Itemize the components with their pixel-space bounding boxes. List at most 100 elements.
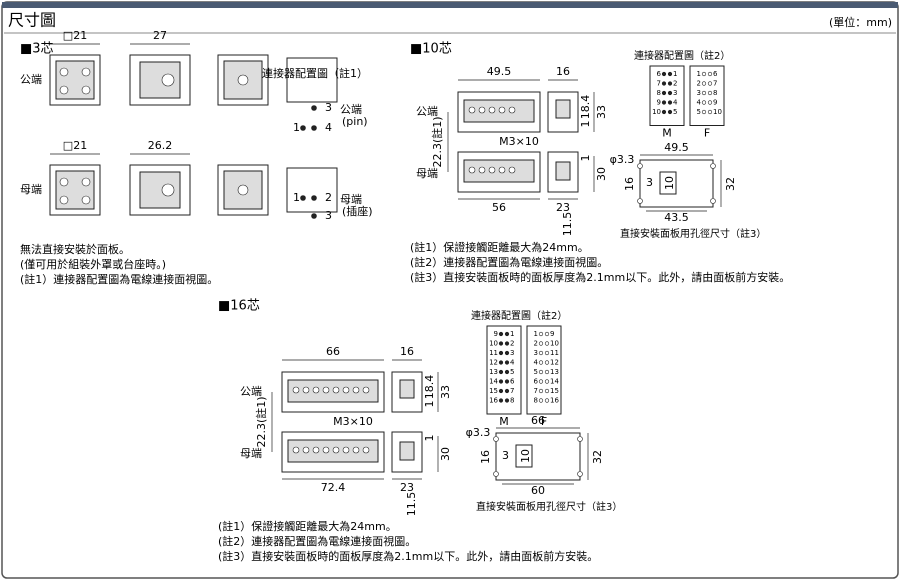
unit: (單位：mm) xyxy=(829,15,892,29)
pin xyxy=(342,386,350,394)
pin xyxy=(707,71,713,77)
shape xyxy=(555,99,571,119)
pin xyxy=(362,386,370,394)
pin-number: 9 xyxy=(550,330,554,338)
pin xyxy=(498,369,504,375)
pin-number: 16 xyxy=(489,397,498,405)
dimension: 26.2 xyxy=(148,139,173,152)
dimension: 10 xyxy=(663,176,676,190)
dimension: 43.5 xyxy=(664,211,689,224)
layout-f: F xyxy=(541,415,547,428)
dimension: 16 xyxy=(400,345,414,358)
pin xyxy=(707,81,713,86)
pin-number: 8 xyxy=(510,397,514,405)
dimension: 23 xyxy=(556,201,570,214)
pin xyxy=(498,331,504,337)
pin xyxy=(544,360,550,365)
pin xyxy=(710,198,716,204)
side-label: 公端 xyxy=(240,385,262,398)
pin-number: 3 xyxy=(534,349,538,357)
pin xyxy=(493,471,499,477)
pin-number: 10 xyxy=(652,108,661,116)
side-label: 母端 xyxy=(20,183,42,196)
dimension: 30 xyxy=(595,167,608,181)
dimension: 3 xyxy=(502,449,509,462)
dimension: 32 xyxy=(724,177,737,191)
pin xyxy=(504,360,510,365)
pin xyxy=(478,166,486,174)
note: 無法直接安裝於面板。 xyxy=(20,242,130,256)
dimension: 1 xyxy=(423,435,436,442)
layout-title: 連接器配置圖（註1） xyxy=(262,66,368,80)
pin-number: 6 xyxy=(657,70,662,78)
pin-number: 9 xyxy=(713,99,717,107)
dimension: 32 xyxy=(591,450,604,464)
dimension: 3 xyxy=(646,176,653,189)
pin xyxy=(161,183,175,197)
dimension: 16 xyxy=(479,450,492,464)
pin xyxy=(710,163,716,169)
pin xyxy=(59,85,69,95)
section-heading: ■16芯 xyxy=(218,299,260,314)
dimension: 16 xyxy=(623,177,636,191)
pin xyxy=(498,350,504,356)
pin xyxy=(661,100,667,105)
pin xyxy=(577,436,583,442)
pin xyxy=(544,331,550,337)
pin-number: 7 xyxy=(713,80,717,88)
pin xyxy=(504,331,510,337)
dimension: 56 xyxy=(492,201,506,214)
side-label: 公端 xyxy=(416,105,438,118)
pin-number: 11 xyxy=(550,349,559,357)
side-label: 母端 xyxy=(416,167,438,180)
pin-number: 5 xyxy=(697,108,701,116)
pin xyxy=(504,369,510,375)
pin xyxy=(661,81,667,86)
pin xyxy=(81,67,91,77)
dimension: 49.5 xyxy=(487,65,512,78)
pin-label: 公端 xyxy=(340,103,362,116)
pin-number: 14 xyxy=(489,378,498,386)
pin xyxy=(667,81,673,86)
panel-caption: 直接安裝面板用孔徑尺寸（註3） xyxy=(620,227,766,240)
pin xyxy=(342,446,350,454)
pin-number: 2 xyxy=(673,80,677,88)
dimension: 66 xyxy=(531,414,545,427)
dimension: 16 xyxy=(556,65,570,78)
dimension: 22.3(註1) xyxy=(255,396,268,447)
pin xyxy=(59,177,69,187)
dimension: 23 xyxy=(400,481,414,494)
dimension: 1 xyxy=(579,155,592,162)
dimension: □21 xyxy=(63,29,87,42)
pin-number: 7 xyxy=(534,387,538,395)
label: 4 xyxy=(325,121,332,134)
pin-number: 4 xyxy=(510,359,515,367)
pin xyxy=(707,90,713,96)
pin xyxy=(300,125,306,131)
pin xyxy=(707,109,713,115)
pin xyxy=(300,195,306,201)
pin-number: 9 xyxy=(657,99,661,107)
pin-number: 10 xyxy=(713,108,722,116)
note: (註1）連接器配置圖為電線連接面視圖。 xyxy=(20,272,218,286)
dimension: 22.3(註1) xyxy=(431,116,444,167)
pin xyxy=(311,105,317,111)
pin xyxy=(701,100,707,105)
note: (註3）直接安裝面板時的面板厚度為2.1mm以下。此外，請由面板前方安裝。 xyxy=(218,549,598,563)
pin xyxy=(508,106,516,114)
dimension: 11.5 xyxy=(561,212,574,237)
shape xyxy=(399,379,415,399)
pin-number: 14 xyxy=(550,378,559,386)
pin xyxy=(508,166,516,174)
pin xyxy=(292,386,300,394)
pin xyxy=(701,109,707,115)
pin xyxy=(332,386,340,394)
pin xyxy=(498,166,506,174)
pin xyxy=(667,100,673,105)
pin xyxy=(504,350,510,356)
pin-number: 3 xyxy=(510,349,514,357)
pin xyxy=(538,341,544,346)
pin xyxy=(498,388,504,394)
pin-number: 10 xyxy=(550,340,559,348)
shape xyxy=(555,161,571,181)
